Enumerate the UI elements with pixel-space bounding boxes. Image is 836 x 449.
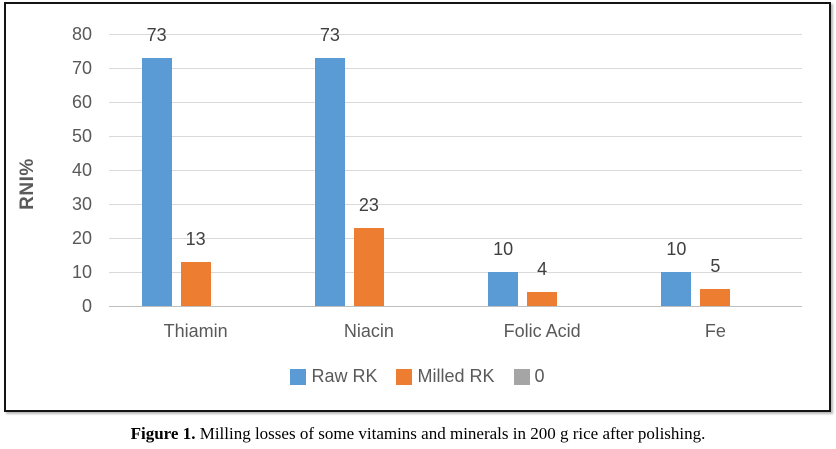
legend-swatch-raw-rk xyxy=(290,368,307,385)
gridline-80 xyxy=(109,34,802,35)
y-tick-label-10: 10 xyxy=(71,262,92,282)
bar-raw-rk-niacin xyxy=(314,57,345,306)
x-category-label-niacin: Niacin xyxy=(343,321,394,341)
data-label-raw-rk-folic-acid: 10 xyxy=(493,239,514,259)
legend-item-milled-rk: Milled RK xyxy=(396,366,495,387)
legend: Raw RK Milled RK 0 xyxy=(6,366,829,387)
data-label-milled-rk-thiamin: 13 xyxy=(185,228,206,249)
data-label-milled-rk-niacin: 23 xyxy=(358,194,379,215)
gridline-70 xyxy=(109,68,802,69)
bar-raw-rk-thiamin xyxy=(141,57,172,306)
legend-swatch-0 xyxy=(513,368,530,385)
x-category-label-folic-acid: Folic Acid xyxy=(503,321,581,341)
chart-frame: RNI% Raw RK Milled RK 0 0 10 20 30 40 50 60 70 80 T… xyxy=(4,2,831,412)
x-category-label-fe: Fe xyxy=(704,321,726,341)
legend-item-raw-rk: Raw RK xyxy=(290,366,377,387)
legend-label-milled-rk: Milled RK xyxy=(417,366,495,386)
y-tick-label-80: 80 xyxy=(71,24,92,44)
bar-milled-rk-niacin xyxy=(353,227,384,306)
bar-raw-rk-fe xyxy=(661,272,692,306)
gridline-50 xyxy=(109,136,802,137)
gridline-20 xyxy=(109,238,802,239)
data-label-raw-rk-fe: 10 xyxy=(666,239,687,259)
caption-text: Milling losses of some vitamins and mine… xyxy=(199,424,706,443)
gridline-10 xyxy=(109,272,802,273)
figure-caption: Figure 1. Milling losses of some vitamin… xyxy=(0,424,836,444)
y-tick-label-0: 0 xyxy=(81,296,92,316)
gridline-40 xyxy=(109,170,802,171)
legend-label-raw-rk: Raw RK xyxy=(311,366,378,386)
bar-milled-rk-folic-acid xyxy=(527,292,558,306)
gridline-0 xyxy=(109,306,802,307)
x-category-label-thiamin: Thiamin xyxy=(163,321,228,341)
y-tick-label-20: 20 xyxy=(71,228,92,248)
bar-raw-rk-folic-acid xyxy=(488,272,519,306)
data-label-raw-rk-thiamin: 73 xyxy=(146,24,167,45)
y-tick-label-40: 40 xyxy=(71,160,92,180)
caption-figure-number: Figure 1. xyxy=(130,424,196,443)
data-label-milled-rk-folic-acid: 4 xyxy=(537,259,548,280)
bar-milled-rk-fe xyxy=(700,289,731,306)
legend-label-0: 0 xyxy=(534,366,545,386)
gridline-30 xyxy=(109,204,802,205)
y-tick-label-70: 70 xyxy=(71,58,92,78)
data-label-raw-rk-niacin: 73 xyxy=(319,24,340,45)
y-tick-label-50: 50 xyxy=(71,126,92,146)
bar-milled-rk-thiamin xyxy=(180,261,211,306)
y-tick-label-30: 30 xyxy=(71,194,92,214)
legend-item-0: 0 xyxy=(513,366,545,387)
gridline-60 xyxy=(109,102,802,103)
legend-swatch-milled-rk xyxy=(396,368,413,385)
y-tick-label-60: 60 xyxy=(71,92,92,112)
data-label-milled-rk-fe: 5 xyxy=(710,256,721,276)
